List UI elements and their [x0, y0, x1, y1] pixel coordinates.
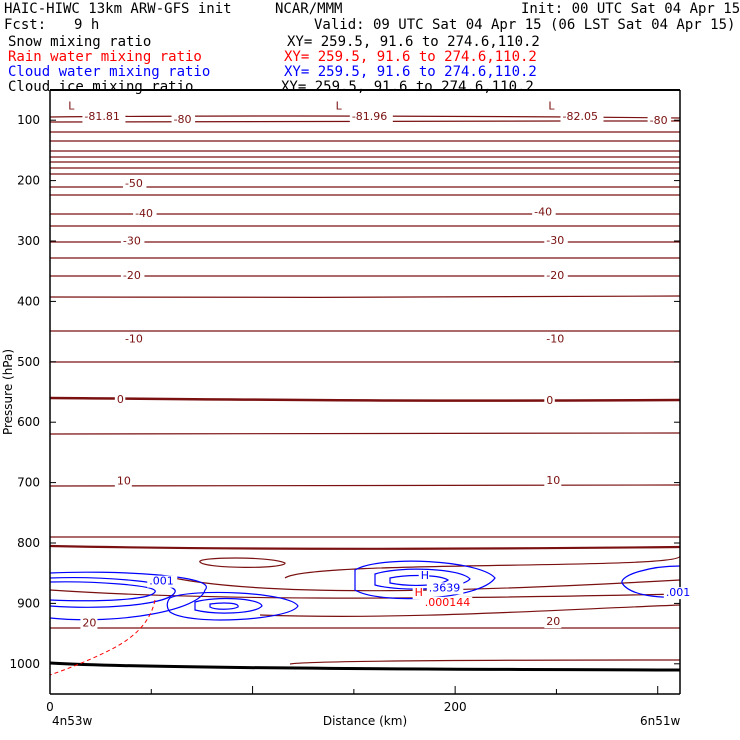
temperature-contour-label: -81.96 [352, 110, 387, 123]
temperature-contour-label: 20 [546, 615, 560, 628]
y-tick-label: 600 [17, 415, 40, 429]
temperature-contour-label-bg [120, 235, 145, 248]
legend-cloud-water: Cloud water mixing ratio [8, 64, 211, 80]
temperature-contour-label-bg [133, 207, 157, 220]
temperature-contour-label-bg [114, 393, 126, 406]
temperature-contour-label: -10 [546, 332, 564, 345]
temperature-contour-label-bg [647, 114, 672, 127]
temperature-contour-label: 0 [117, 393, 124, 406]
low-marker: L [336, 99, 343, 112]
y-tick-label: 500 [17, 355, 40, 369]
temperature-contour-label-bg [544, 395, 555, 408]
left-endpoint-label: 4n53w [52, 714, 93, 728]
temperature-contour-label: -40 [534, 206, 552, 219]
right-endpoint-label: 6n51w [640, 714, 681, 728]
temperature-contour-label-bg [171, 114, 196, 127]
temperature-contour-label-bg [544, 270, 568, 283]
forecast-label: Fcst: [4, 17, 47, 33]
temperature-contour-label: -81.81 [84, 110, 119, 123]
temperature-contour-label: -10 [125, 332, 143, 345]
temperature-contour-label: 10 [546, 474, 560, 487]
legend-cloud-water-xy: XY= 259.5, 91.6 to 274.6,110.2 [284, 64, 537, 80]
temperature-contour-label-bg [122, 333, 147, 346]
temperature-contour-label: -80 [174, 113, 192, 126]
temperature-contour-label: 20 [82, 616, 96, 629]
cloud-water-label-bg [147, 575, 178, 588]
model-title: HAIC-HIWC 13km ARW-GFS init [4, 1, 232, 17]
legend-rain-xy: XY= 259.5, 91.6 to 274.6,110.2 [284, 49, 537, 65]
legend-snow-xy: XY= 259.5, 91.6 to 274.6,110.2 [287, 34, 540, 50]
init-time: Init: 00 UTC Sat 04 Apr 15 [521, 1, 740, 17]
low-marker-bg [66, 100, 77, 113]
cloud-water-label: .001 [666, 586, 691, 599]
temperature-contour-label-bg [349, 111, 393, 124]
legend-snow: Snow mixing ratio [8, 34, 152, 50]
rain-water-label-bg [412, 587, 424, 600]
low-marker-bg [546, 100, 557, 113]
low-marker-bg [333, 100, 345, 113]
rain-water-label-bg [422, 596, 473, 609]
org-label: NCAR/MMM [275, 1, 343, 17]
temperature-contour-label-bg [532, 206, 556, 219]
forecast-hour: 9 h [74, 17, 100, 33]
y-tick-label: 300 [17, 234, 40, 248]
temperature-contour-label: -80 [650, 114, 668, 127]
temperature-contour-label-bg [114, 475, 132, 488]
temperature-contour-label-bg [80, 617, 98, 630]
cloud-water-label: .001 [149, 575, 174, 588]
temperature-contour-label: 0 [546, 394, 553, 407]
temperature-contour-label-bg [544, 333, 568, 346]
temperature-contour-label: -30 [546, 234, 564, 247]
temperature-contour-label: -20 [123, 269, 141, 282]
cloud-water-label-bg [426, 582, 464, 595]
temperature-contour-label: -50 [125, 177, 143, 190]
y-tick-label: 400 [17, 294, 40, 308]
temperature-contour-label-bg [122, 178, 147, 191]
y-tick-label: 800 [17, 536, 40, 550]
y-tick-label: 700 [17, 476, 40, 490]
valid-time: Valid: 09 UTC Sat 04 Apr 15 (06 LST Sat … [314, 17, 736, 33]
cloud-water-label-bg [418, 570, 430, 583]
temperature-contour-label: -20 [546, 269, 564, 282]
y-axis-title: Pressure (hPa) [1, 349, 15, 435]
temperature-contour-label: -30 [123, 235, 141, 248]
y-tick-label: 900 [17, 596, 40, 610]
temperature-contour-label-bg [560, 111, 604, 124]
temperature-contour-label-bg [82, 111, 126, 124]
temperature-contour-label-bg [544, 235, 568, 248]
low-marker: L [548, 99, 555, 112]
x-tick-label: 200 [444, 700, 467, 714]
rain-water-label: H [415, 586, 423, 599]
temperature-contour-label: 10 [117, 474, 131, 487]
cloud-water-label-bg [663, 587, 694, 600]
x-tick-label: 0 [46, 700, 54, 714]
temperature-contour-label: -82.05 [563, 110, 598, 123]
temperature-contour-label-bg [120, 270, 145, 283]
temperature-contour-label: -40 [135, 207, 153, 220]
low-marker: L [68, 99, 75, 112]
legend-rain: Rain water mixing ratio [8, 49, 202, 65]
x-axis-title: Distance (km) [323, 714, 407, 728]
cloud-water-label: H [421, 569, 429, 582]
y-tick-label: 100 [17, 113, 40, 127]
temperature-contour-label-bg [544, 616, 562, 629]
y-tick-label: 200 [17, 174, 40, 188]
rain-water-label: .000144 [425, 596, 471, 609]
cloud-water-label: .3639 [429, 581, 461, 594]
temperature-contour-label-bg [544, 474, 562, 487]
y-tick-label: 1000 [9, 657, 40, 671]
